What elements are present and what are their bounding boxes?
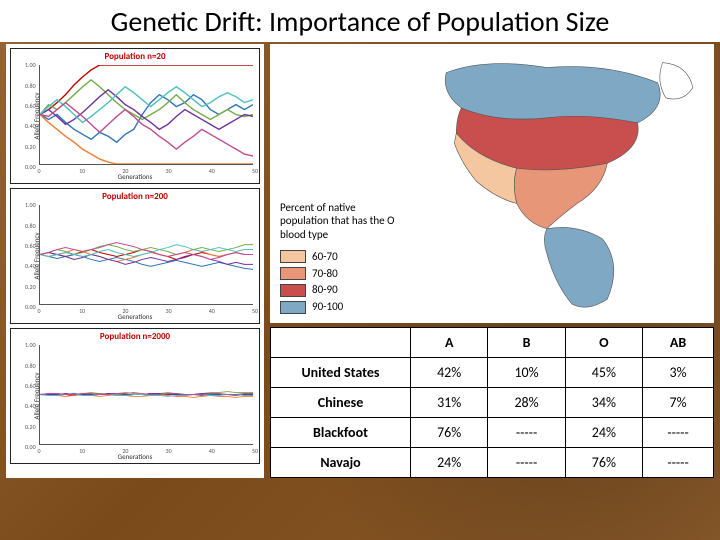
- legend-swatch: [280, 267, 306, 280]
- plot-area: [39, 65, 253, 165]
- x-tick: 50: [252, 307, 258, 315]
- y-tick: 0.60: [25, 102, 36, 110]
- table-cell: -----: [643, 417, 714, 447]
- table-row: Navajo24%-----76%-----: [271, 447, 714, 477]
- x-tick: 10: [79, 307, 85, 315]
- table-header-cell: [271, 327, 411, 357]
- table-header-row: ABOAB: [271, 327, 714, 357]
- y-tick: 0.20: [25, 423, 36, 431]
- table-cell: 34%: [565, 387, 642, 417]
- table-cell: -----: [488, 417, 565, 447]
- table-row: United States42%10%45%3%: [271, 357, 714, 387]
- table-cell: 76%: [565, 447, 642, 477]
- x-tick: 20: [122, 167, 128, 175]
- y-tick: 0.20: [25, 143, 36, 151]
- y-tick: 0.80: [25, 362, 36, 370]
- legend-label: 90-100: [312, 300, 343, 314]
- chart-title: Population n=2000: [11, 331, 259, 342]
- table-cell: United States: [271, 357, 411, 387]
- americas-map: [406, 50, 708, 317]
- x-tick: 30: [166, 307, 172, 315]
- chart-title: Population n=20: [11, 51, 259, 62]
- map-legend-title: Percent of native population that has th…: [280, 201, 398, 242]
- table-row: Blackfoot76%-----24%-----: [271, 417, 714, 447]
- y-tick: 1.00: [25, 61, 36, 69]
- legend-row: 80-90: [280, 283, 398, 297]
- x-axis-label: Generations: [11, 312, 259, 321]
- x-tick: 30: [166, 447, 172, 455]
- table-header-cell: B: [488, 327, 565, 357]
- table-header-cell: O: [565, 327, 642, 357]
- table-cell: 76%: [411, 417, 488, 447]
- legend-label: 80-90: [312, 283, 338, 297]
- y-tick: 0.80: [25, 222, 36, 230]
- legend-row: 60-70: [280, 250, 398, 264]
- chart-title: Population n=200: [11, 191, 259, 202]
- drift-chart-panel: Population n=2000Allele FrequencyGenerat…: [10, 328, 260, 464]
- table-cell: 24%: [411, 447, 488, 477]
- y-tick: 0.60: [25, 242, 36, 250]
- table-cell: 10%: [488, 357, 565, 387]
- y-tick: 0.00: [25, 443, 36, 451]
- table-cell: -----: [643, 447, 714, 477]
- legend-row: 90-100: [280, 300, 398, 314]
- table-cell: 42%: [411, 357, 488, 387]
- y-tick: 0.60: [25, 382, 36, 390]
- x-tick: 0: [37, 447, 40, 455]
- x-tick: 0: [37, 167, 40, 175]
- y-tick: 0.20: [25, 283, 36, 291]
- table-cell: 3%: [643, 357, 714, 387]
- drift-chart-panel: Population n=20Allele FrequencyGeneratio…: [10, 48, 260, 184]
- legend-label: 60-70: [312, 250, 338, 264]
- y-tick: 0.40: [25, 122, 36, 130]
- y-tick: 1.00: [25, 201, 36, 209]
- legend-swatch: [280, 301, 306, 314]
- legend-label: 70-80: [312, 267, 338, 281]
- table-header-cell: AB: [643, 327, 714, 357]
- legend-swatch: [280, 250, 306, 263]
- table-cell: Chinese: [271, 387, 411, 417]
- x-axis-label: Generations: [11, 452, 259, 461]
- x-tick: 10: [79, 447, 85, 455]
- y-tick: 0.40: [25, 262, 36, 270]
- x-tick: 10: [79, 167, 85, 175]
- table-header-cell: A: [411, 327, 488, 357]
- legend-row: 70-80: [280, 267, 398, 281]
- x-tick: 40: [209, 167, 215, 175]
- drift-chart-panel: Population n=200Allele FrequencyGenerati…: [10, 188, 260, 324]
- table-cell: Navajo: [271, 447, 411, 477]
- x-tick: 50: [252, 167, 258, 175]
- table-cell: -----: [488, 447, 565, 477]
- plot-area: [39, 205, 253, 305]
- x-tick: 0: [37, 307, 40, 315]
- y-tick: 0.00: [25, 303, 36, 311]
- x-tick: 40: [209, 447, 215, 455]
- blood-type-table: ABOAB United States42%10%45%3%Chinese31%…: [270, 327, 714, 478]
- table-cell: 24%: [565, 417, 642, 447]
- x-axis-label: Generations: [11, 172, 259, 181]
- table-cell: Blackfoot: [271, 417, 411, 447]
- slide-title: Genetic Drift: Importance of Population …: [0, 0, 720, 42]
- plot-area: [39, 345, 253, 445]
- y-tick: 1.00: [25, 341, 36, 349]
- drift-charts-column: Population n=20Allele FrequencyGeneratio…: [6, 44, 264, 478]
- map-panel: Percent of native population that has th…: [270, 44, 714, 323]
- x-tick: 40: [209, 307, 215, 315]
- x-tick: 50: [252, 447, 258, 455]
- x-tick: 20: [122, 307, 128, 315]
- y-tick: 0.00: [25, 163, 36, 171]
- table-cell: 45%: [565, 357, 642, 387]
- map-legend: Percent of native population that has th…: [280, 50, 398, 317]
- table-cell: 7%: [643, 387, 714, 417]
- table-cell: 28%: [488, 387, 565, 417]
- x-tick: 30: [166, 167, 172, 175]
- legend-swatch: [280, 284, 306, 297]
- table-row: Chinese31%28%34%7%: [271, 387, 714, 417]
- table-cell: 31%: [411, 387, 488, 417]
- y-tick: 0.40: [25, 402, 36, 410]
- x-tick: 20: [122, 447, 128, 455]
- y-tick: 0.80: [25, 82, 36, 90]
